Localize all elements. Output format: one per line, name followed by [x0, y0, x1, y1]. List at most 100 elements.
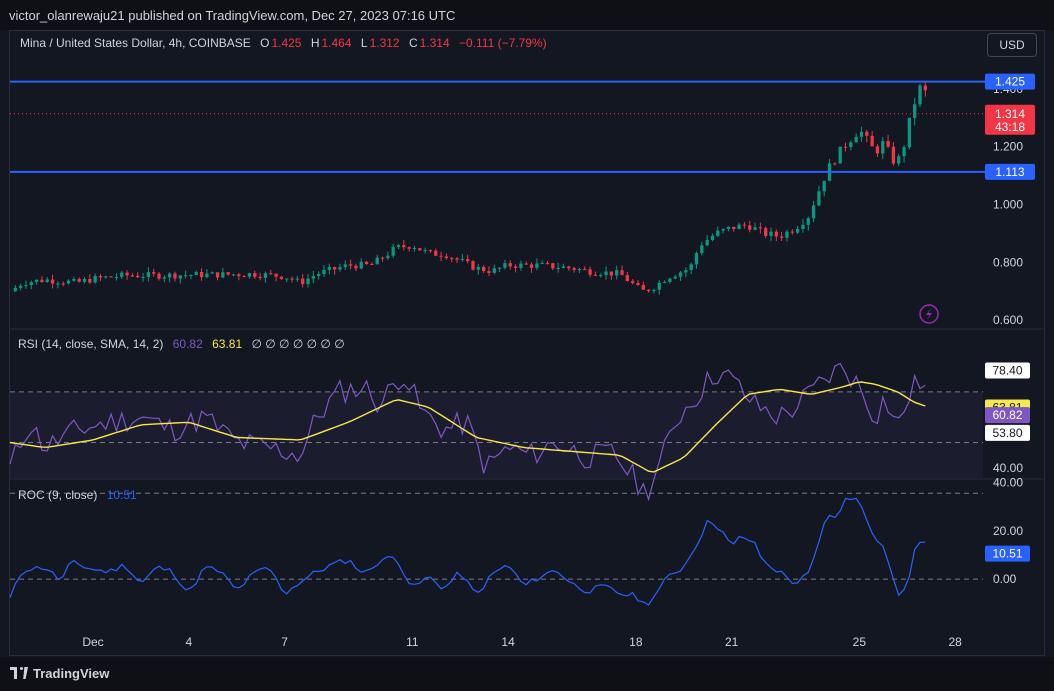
candle-up — [72, 279, 76, 281]
candle-down — [439, 255, 443, 257]
candle-down — [61, 283, 65, 285]
candle-up — [13, 287, 17, 292]
candle-down — [157, 273, 161, 279]
close-value: 1.314 — [419, 36, 450, 50]
candle-up — [737, 224, 741, 230]
roc-line — [9, 497, 926, 606]
candle-up — [753, 227, 757, 230]
lightning-icon[interactable] — [919, 304, 939, 324]
candle-down — [173, 273, 177, 279]
time-axis-tick: 7 — [281, 635, 288, 649]
candle-down — [588, 269, 592, 275]
candle-down — [593, 274, 598, 276]
tradingview-logo[interactable]: TradingView — [10, 666, 109, 681]
candle-down — [279, 276, 284, 279]
candle-up — [34, 279, 39, 283]
candle-down — [636, 282, 640, 285]
rsi-level-label-bg — [985, 362, 1030, 379]
candle-down — [641, 284, 645, 290]
lightning-icon-bolt — [926, 308, 932, 320]
candle-up — [801, 224, 805, 230]
candle-down — [237, 274, 241, 277]
roc-legend: ROC (9, close) 10.51 — [18, 488, 137, 502]
candle-up — [476, 266, 480, 270]
candle-down — [444, 256, 449, 259]
candle-down — [370, 264, 374, 266]
rsi-axis-tick: 40.00 — [993, 461, 1023, 475]
candle-up — [615, 270, 619, 276]
candle-down — [242, 276, 246, 278]
candle-down — [732, 226, 736, 230]
candle-down — [450, 258, 454, 260]
candle-down — [481, 266, 486, 272]
candle-up — [104, 276, 108, 278]
candle-down — [109, 276, 113, 278]
roc-axis-tick: 20.00 — [993, 524, 1023, 538]
candle-down — [609, 271, 614, 276]
time-axis-tick: 14 — [501, 635, 515, 649]
time-axis-tick: 4 — [185, 635, 192, 649]
publisher-line: victor_olanrewaju21 published on Trading… — [9, 8, 456, 23]
candle-down — [40, 279, 44, 282]
candle-down — [551, 263, 555, 269]
candle-up — [694, 253, 699, 265]
candle-up — [93, 275, 97, 283]
candle-down — [88, 279, 92, 283]
candle-up — [838, 146, 842, 164]
candle-down — [865, 131, 869, 136]
candle-down — [583, 269, 587, 271]
candle-up — [327, 267, 331, 270]
candle-down — [529, 264, 534, 268]
candle-down — [833, 163, 837, 165]
candle-up — [183, 275, 188, 277]
candle-up — [66, 280, 71, 284]
candle-down — [567, 266, 571, 269]
time-axis-tick: Dec — [82, 635, 103, 649]
candle-up — [194, 271, 198, 276]
candle-up — [769, 231, 773, 236]
candle-up — [859, 131, 864, 137]
candle-down — [630, 281, 635, 283]
candle-up — [668, 278, 672, 282]
candle-down — [402, 245, 406, 248]
candle-down — [748, 225, 752, 230]
candle-up — [604, 271, 608, 276]
candle-down — [380, 257, 385, 259]
roc-last-label: 10.51 — [992, 547, 1022, 561]
candle-up — [684, 270, 688, 273]
candle-down — [524, 263, 528, 265]
candle-down — [758, 227, 763, 229]
candle-down — [780, 236, 784, 238]
candle-down — [98, 275, 103, 278]
candle-up — [540, 262, 544, 264]
candle-down — [790, 231, 794, 233]
candle-up — [913, 104, 917, 118]
candle-up — [881, 141, 885, 154]
candle-up — [29, 282, 33, 286]
candle-up — [811, 205, 816, 219]
price-axis-tick: 0.800 — [993, 255, 1023, 269]
rsi-title: RSI (14, close, SMA, 14, 2) — [18, 337, 164, 351]
candle-down — [455, 258, 459, 260]
candle-up — [492, 268, 496, 273]
rsi-level-label-bg — [985, 407, 1030, 424]
candle-up — [231, 274, 236, 276]
candle-down — [77, 279, 81, 282]
chart-frame — [9, 30, 1045, 656]
candle-up — [817, 191, 821, 206]
currency-button[interactable]: USD — [987, 33, 1037, 57]
tradingview-logo-icon — [10, 667, 28, 679]
candle-down — [364, 261, 369, 265]
candle-up — [673, 276, 677, 279]
candle-up — [114, 276, 119, 278]
candle-down — [152, 272, 156, 274]
candle-up — [306, 278, 310, 285]
candle-down — [136, 275, 140, 278]
candle-up — [338, 267, 342, 270]
candle-up — [535, 263, 539, 268]
price-axis-tick: 1.000 — [993, 198, 1023, 212]
candle-up — [391, 247, 395, 256]
candle-up — [45, 279, 49, 282]
candle-down — [774, 231, 778, 237]
